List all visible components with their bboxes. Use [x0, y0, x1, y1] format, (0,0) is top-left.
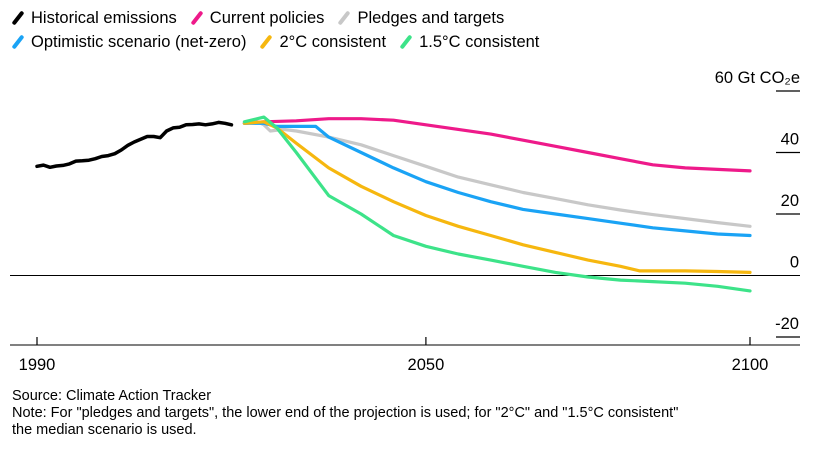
y-tick-label: -20 — [775, 315, 799, 333]
series-line-1-5-c-consistent — [242, 115, 752, 293]
x-tick-label: 2050 — [408, 356, 445, 374]
series-line-2-c-consistent — [242, 120, 752, 274]
legend-item-pledges: Pledges and targets — [337, 8, 505, 28]
legend-label-current-policies: Current policies — [209, 8, 325, 27]
x-tick-label: 2100 — [732, 356, 769, 374]
legend-item-current-policies: Current policies — [190, 8, 325, 28]
note-text-line-1: Note: For "pledges and targets", the low… — [12, 405, 679, 421]
x-tick-label: 1990 — [19, 356, 56, 374]
y-unit-label: 60 Gt CO₂e — [715, 69, 800, 87]
y-tick-label: 20 — [781, 192, 799, 210]
y-tick-label: 0 — [790, 254, 799, 272]
legend-label-2c: 2°C consistent — [279, 32, 387, 51]
legend-row-2: Optimistic scenario (net-zero) 2°C consi… — [11, 30, 812, 54]
legend-label-1-5c: 1.5°C consistent — [419, 32, 540, 51]
legend-item-2c: 2°C consistent — [259, 32, 387, 52]
chart-legend: Historical emissions Current policies Pl… — [11, 6, 812, 54]
legend-item-optimistic: Optimistic scenario (net-zero) — [11, 32, 247, 52]
emissions-chart: 60 Gt CO₂e 40 20 0 -20 1990 2050 2100 — [10, 69, 800, 374]
legend-row-1: Historical emissions Current policies Pl… — [11, 6, 812, 30]
chart-footer: Source: Climate Action Tracker Note: For… — [12, 388, 822, 439]
legend-label-optimistic: Optimistic scenario (net-zero) — [31, 32, 247, 51]
legend-label-pledges: Pledges and targets — [357, 8, 505, 27]
series-line-historical-emissions — [35, 120, 234, 170]
series-line-optimistic-scenario-net-zero — [242, 121, 752, 238]
legend-item-historical: Historical emissions — [11, 8, 177, 28]
note-text-line-2: the median scenario is used. — [12, 422, 197, 438]
y-tick-label: 40 — [781, 131, 799, 149]
legend-item-1-5c: 1.5°C consistent — [399, 32, 540, 52]
legend-label-historical: Historical emissions — [31, 8, 177, 27]
source-text: Source: Climate Action Tracker — [12, 388, 212, 404]
series-line-current-policies — [242, 117, 752, 173]
series-line-pledges-and-targets — [242, 120, 752, 228]
